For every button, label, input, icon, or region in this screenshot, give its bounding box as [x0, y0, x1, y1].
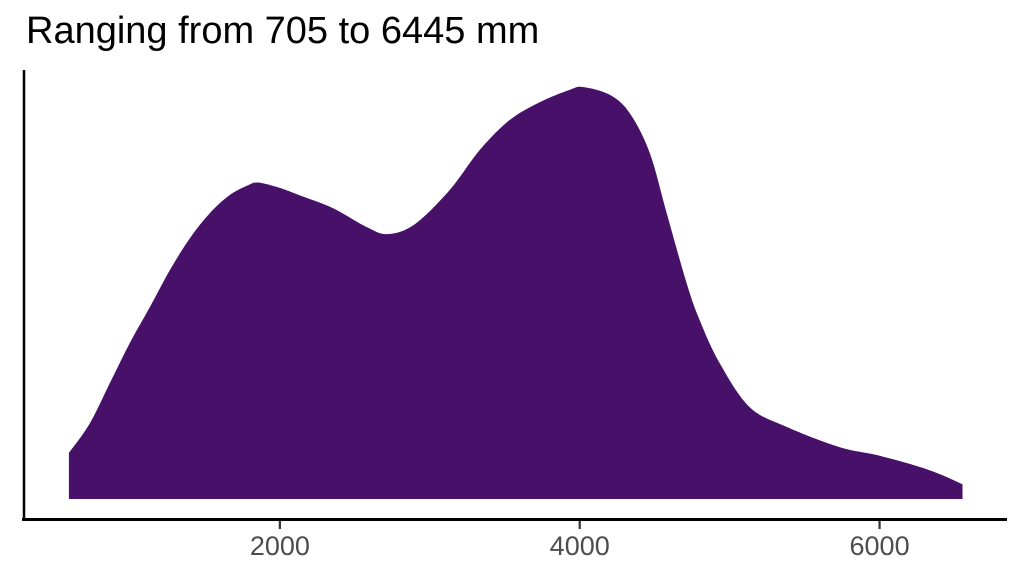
chart-title: Ranging from 705 to 6445 mm — [26, 10, 540, 52]
x-tick-label: 6000 — [850, 531, 910, 561]
density-area — [68, 86, 963, 500]
x-tick-label: 4000 — [550, 531, 610, 561]
x-tick-label: 2000 — [250, 531, 310, 561]
